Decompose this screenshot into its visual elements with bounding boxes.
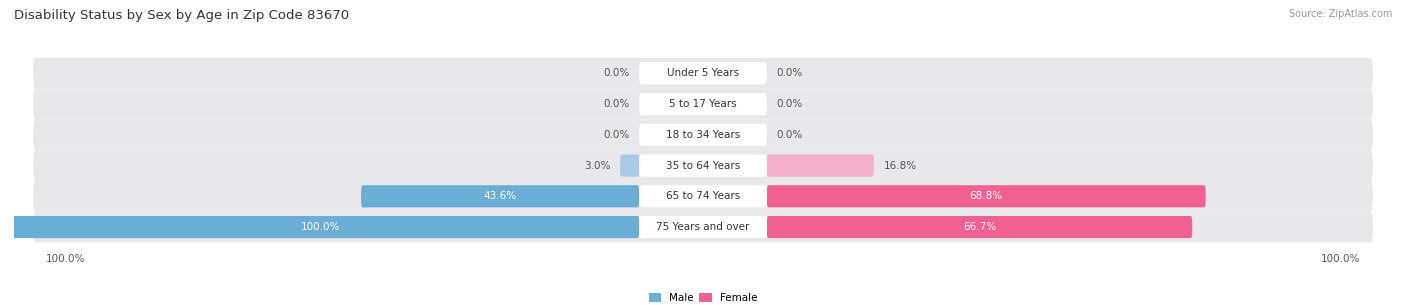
FancyBboxPatch shape (34, 58, 1372, 89)
Text: 35 to 64 Years: 35 to 64 Years (666, 160, 740, 170)
FancyBboxPatch shape (1, 216, 640, 238)
FancyBboxPatch shape (620, 155, 640, 177)
FancyBboxPatch shape (766, 155, 875, 177)
FancyBboxPatch shape (766, 216, 1192, 238)
Legend: Male, Female: Male, Female (644, 289, 762, 305)
FancyBboxPatch shape (34, 120, 1372, 150)
FancyBboxPatch shape (640, 93, 766, 115)
FancyBboxPatch shape (34, 89, 1372, 120)
FancyBboxPatch shape (34, 150, 1372, 181)
Text: 100.0%: 100.0% (301, 222, 340, 232)
FancyBboxPatch shape (640, 185, 766, 207)
Text: 0.0%: 0.0% (776, 130, 803, 140)
Text: 68.8%: 68.8% (970, 191, 1002, 201)
Text: 18 to 34 Years: 18 to 34 Years (666, 130, 740, 140)
Text: 5 to 17 Years: 5 to 17 Years (669, 99, 737, 109)
Text: 0.0%: 0.0% (603, 68, 630, 78)
Text: 0.0%: 0.0% (603, 130, 630, 140)
Text: 0.0%: 0.0% (776, 99, 803, 109)
Text: 16.8%: 16.8% (883, 160, 917, 170)
Text: 43.6%: 43.6% (484, 191, 517, 201)
Text: 0.0%: 0.0% (603, 99, 630, 109)
Text: 75 Years and over: 75 Years and over (657, 222, 749, 232)
FancyBboxPatch shape (640, 124, 766, 146)
Text: 0.0%: 0.0% (776, 68, 803, 78)
Text: Disability Status by Sex by Age in Zip Code 83670: Disability Status by Sex by Age in Zip C… (14, 9, 349, 22)
Text: 66.7%: 66.7% (963, 222, 995, 232)
Text: 65 to 74 Years: 65 to 74 Years (666, 191, 740, 201)
Text: Under 5 Years: Under 5 Years (666, 68, 740, 78)
FancyBboxPatch shape (34, 212, 1372, 242)
FancyBboxPatch shape (766, 185, 1206, 207)
Text: Source: ZipAtlas.com: Source: ZipAtlas.com (1288, 9, 1392, 19)
FancyBboxPatch shape (640, 216, 766, 238)
FancyBboxPatch shape (34, 181, 1372, 212)
Text: 3.0%: 3.0% (583, 160, 610, 170)
FancyBboxPatch shape (640, 62, 766, 84)
FancyBboxPatch shape (640, 155, 766, 177)
FancyBboxPatch shape (361, 185, 640, 207)
